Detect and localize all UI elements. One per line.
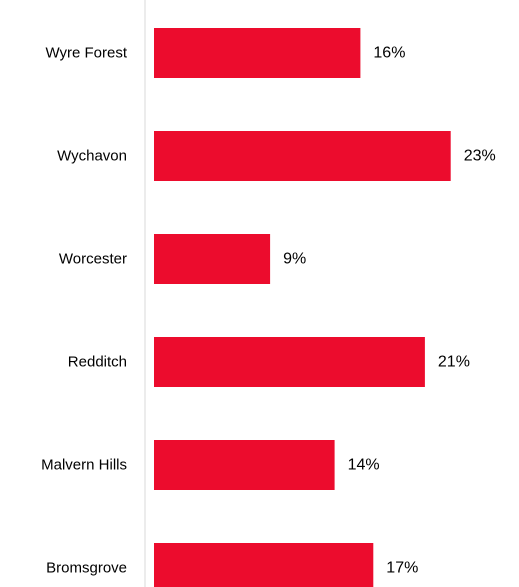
category-label-malvern-hills: Malvern Hills: [41, 457, 127, 474]
value-labels-group: 16% 23% 9% 21% 14% 17%: [283, 45, 496, 577]
bar-wyre-forest: [154, 28, 361, 78]
category-label-wychavon: Wychavon: [57, 148, 127, 165]
bar-bromsgrove: [154, 543, 374, 587]
category-label-bromsgrove: Bromsgrove: [46, 560, 127, 577]
category-label-redditch: Redditch: [68, 354, 127, 371]
bar-wychavon: [154, 131, 451, 181]
value-label-malvern-hills: 14%: [348, 457, 380, 474]
value-label-wychavon: 23%: [464, 148, 496, 165]
category-label-worcester: Worcester: [59, 251, 127, 268]
value-label-wyre-forest: 16%: [373, 45, 405, 62]
bar-worcester: [154, 234, 271, 284]
value-label-redditch: 21%: [438, 354, 470, 371]
bar-redditch: [154, 337, 425, 387]
category-labels-group: Wyre Forest Wychavon Worcester Redditch Malv…: [41, 45, 128, 577]
bars-group: [154, 28, 451, 587]
category-label-wyre-forest: Wyre Forest: [45, 45, 127, 62]
value-label-worcester: 9%: [283, 251, 306, 268]
value-label-bromsgrove: 17%: [386, 560, 418, 577]
bar-malvern-hills: [154, 440, 335, 490]
